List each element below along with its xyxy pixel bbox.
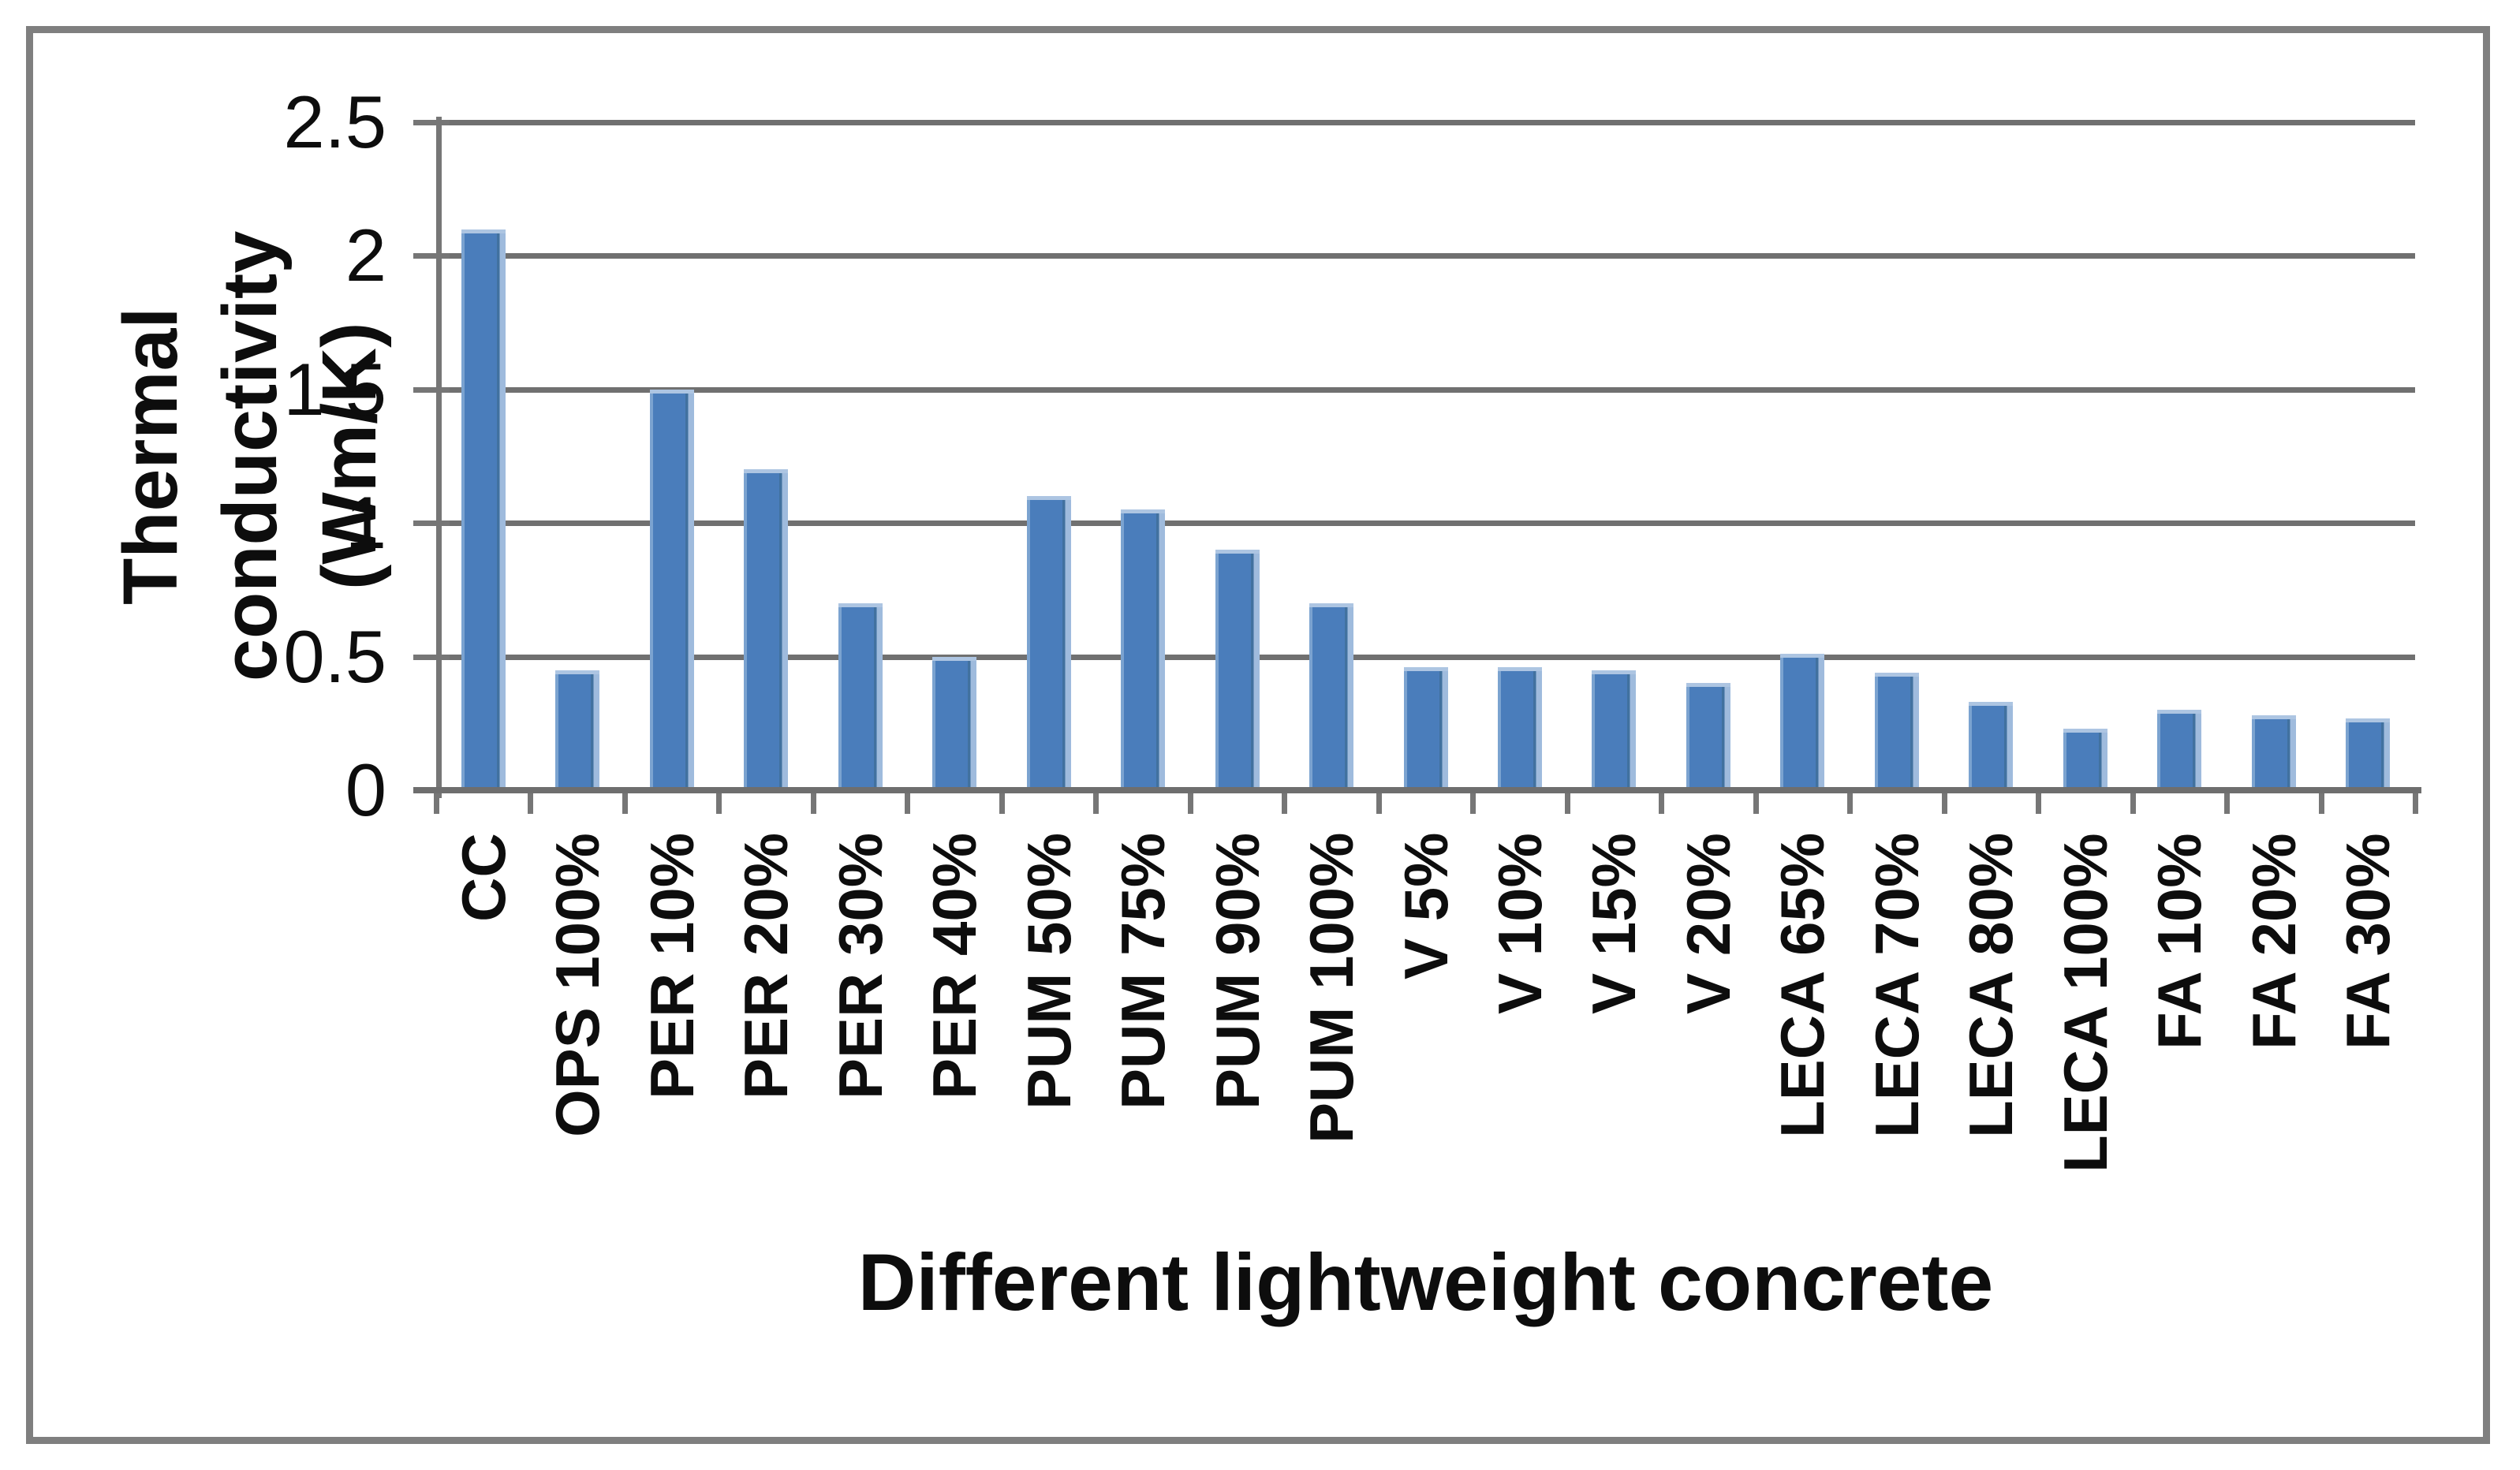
y-axis-tick [413,386,450,393]
y-tick-label: 1 [345,481,386,565]
bar [1497,667,1542,790]
x-axis-tick [2130,790,2136,814]
x-axis-tick [1470,790,1477,814]
y-axis-tick [413,520,450,527]
x-axis-tick [622,790,628,814]
x-tick-label: PER 40% [920,833,990,1100]
x-tick-label: OPS 100% [543,833,613,1137]
x-axis-tick [716,790,722,814]
y-axis-line [436,117,442,798]
bar [2346,718,2391,790]
x-axis-tick [2036,790,2042,814]
y-tick-label: 2 [345,214,386,297]
bar [2063,729,2107,790]
bar [1874,672,1919,790]
y-tick-label: 0.5 [283,614,386,698]
x-tick-label: LECA 70% [1861,833,1932,1139]
x-axis-tick [1659,790,1665,814]
x-tick-label: FA 30% [2333,833,2403,1050]
x-axis-tick [1564,790,1570,814]
gridline [436,520,2415,527]
gridline [436,253,2415,259]
x-tick-label: V 20% [1673,833,1743,1014]
gridline [436,386,2415,393]
x-axis-tick [1282,790,1288,814]
x-axis-tick [1847,790,1854,814]
x-axis-tick [905,790,911,814]
bar [1780,654,1825,790]
x-axis-tick [1941,790,1947,814]
x-axis-tick [999,790,1005,814]
bar [1969,702,2014,790]
x-tick-label: V 10% [1484,833,1555,1014]
gridline [436,120,2415,125]
bar [1309,603,1354,790]
x-axis-tick [1376,790,1382,814]
y-axis-tick [413,120,450,125]
x-axis-tick [810,790,816,814]
bar [744,469,789,790]
bar [1592,670,1637,790]
bar [555,670,600,790]
x-tick-label: CC [448,833,518,922]
bar [932,656,977,790]
bar [461,229,506,790]
x-axis-tick [1753,790,1759,814]
gridline [436,654,2415,660]
bar [1026,496,1071,790]
bar [2251,715,2296,790]
x-axis-tick [2224,790,2231,814]
x-tick-label: PUM 90% [1202,833,1272,1110]
x-tick-label: V 5% [1391,833,1461,980]
bar [1215,550,1260,790]
y-axis-tick [413,253,450,259]
y-tick-label: 2.5 [283,80,386,163]
x-tick-label: PUM 75% [1108,833,1178,1110]
bar [2157,710,2202,790]
x-axis-tick [2318,790,2324,814]
x-axis-tick [528,790,534,814]
bar [838,603,883,790]
y-axis-tick [413,654,450,660]
x-tick-label: PUM 100% [1297,833,1367,1144]
x-tick-label: FA 20% [2238,833,2309,1050]
x-axis-title: Different lightweight concrete [857,1237,1994,1327]
x-tick-label: LECA 65% [1768,833,1838,1139]
bar [1403,667,1448,790]
x-tick-label: LECA 80% [1956,833,2026,1139]
x-axis-tick [2413,790,2418,814]
y-tick-label: 1.5 [283,347,386,431]
bar [649,389,694,790]
x-tick-label: PER 10% [637,833,707,1100]
bar [1121,509,1166,790]
x-tick-label: LECA 100% [2050,833,2120,1173]
y-tick-label: 0 [345,748,386,831]
x-axis-tick [434,790,439,814]
x-tick-label: PER 20% [731,833,801,1100]
x-axis-line [413,787,2421,793]
x-tick-label: PUM 50% [1014,833,1084,1110]
x-axis-tick [1187,790,1193,814]
x-tick-label: PER 30% [825,833,895,1100]
x-axis-tick [1093,790,1099,814]
x-tick-label: FA 10% [2145,833,2215,1050]
x-tick-label: V 15% [1579,833,1649,1014]
bar [1686,683,1730,790]
